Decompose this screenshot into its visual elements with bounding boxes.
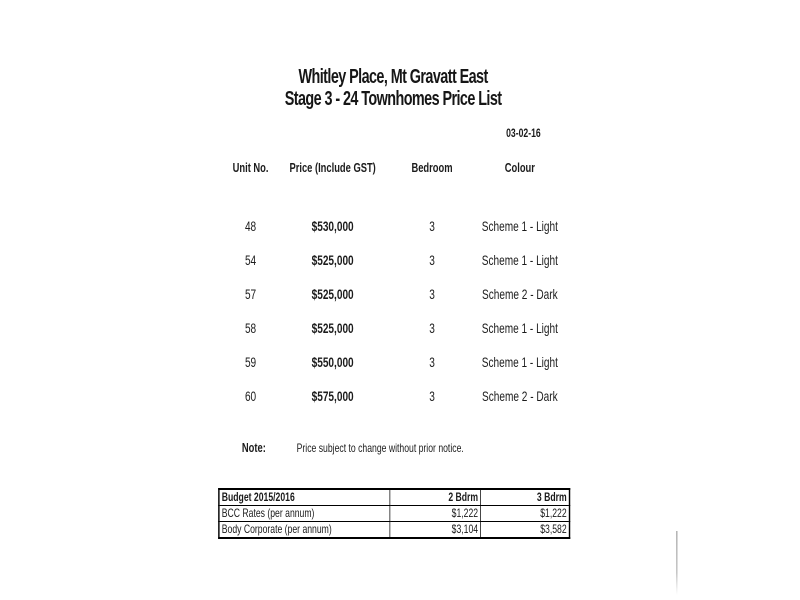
budget-row-label: Body Corporate (per annum): [218, 521, 391, 539]
unit-number: 60: [244, 388, 257, 404]
page-title-line2: Stage 3 - 24 Townhomes Price List: [284, 88, 502, 110]
unit-price: $530,000: [311, 218, 354, 234]
unit-price: $525,000: [311, 252, 354, 268]
table-row: 48 $530,000 3 Scheme 1 - Light: [0, 217, 800, 235]
budget-col-2bdrm: 2 Bdrm: [389, 488, 481, 506]
unit-number: 59: [244, 354, 257, 370]
unit-number: 48: [244, 218, 257, 234]
budget-row-label: BCC Rates (per annum): [218, 505, 391, 522]
budget-title: Budget 2015/2016: [218, 488, 391, 506]
table-row: 54 $525,000 3 Scheme 1 - Light: [0, 251, 800, 269]
note-label: Note:: [241, 440, 266, 455]
unit-bedrooms: 3: [429, 286, 435, 302]
table-row: 59 $550,000 3 Scheme 1 - Light: [0, 353, 800, 371]
column-header-unit: Unit No.: [232, 160, 269, 175]
unit-colour: Scheme 2 - Dark: [482, 388, 558, 404]
unit-colour: Scheme 1 - Light: [481, 252, 558, 268]
column-header-colour: Colour: [504, 160, 535, 175]
column-header-price: Price (Include GST): [289, 160, 376, 175]
unit-colour: Scheme 1 - Light: [481, 354, 558, 370]
unit-bedrooms: 3: [429, 388, 435, 404]
unit-bedrooms: 3: [429, 354, 435, 370]
note-text: Price subject to change without prior no…: [296, 441, 464, 455]
unit-bedrooms: 3: [429, 218, 435, 234]
budget-value: $3,582: [480, 521, 570, 539]
unit-number: 54: [244, 252, 257, 268]
unit-bedrooms: 3: [429, 320, 435, 336]
table-row: 57 $525,000 3 Scheme 2 - Dark: [0, 285, 800, 303]
column-header-bedroom: Bedroom: [411, 160, 453, 175]
unit-price: $525,000: [311, 320, 354, 336]
page-title-line1: Whitley Place, Mt Gravatt East: [298, 66, 489, 88]
unit-price: $575,000: [311, 388, 354, 404]
unit-price: $525,000: [311, 286, 354, 302]
budget-value: $3,104: [389, 521, 481, 539]
note-row: Note: Price subject to change without pr…: [0, 440, 800, 458]
unit-colour: Scheme 1 - Light: [481, 218, 558, 234]
budget-table: Budget 2015/2016 2 Bdrm 3 Bdrm BCC Rates…: [218, 488, 571, 539]
unit-price: $550,000: [311, 354, 354, 370]
budget-row-bcc-rates: BCC Rates (per annum) $1,222 $1,222: [218, 505, 570, 522]
budget-value: $1,222: [480, 505, 570, 522]
budget-row-body-corporate: Body Corporate (per annum) $3,104 $3,582: [218, 521, 570, 539]
budget-col-3bdrm: 3 Bdrm: [480, 488, 570, 506]
table-row: 60 $575,000 3 Scheme 2 - Dark: [0, 387, 800, 405]
page-title: Whitley Place, Mt Gravatt East Stage 3 -…: [0, 66, 786, 110]
scan-crease-line: [676, 531, 678, 595]
budget-header-row: Budget 2015/2016 2 Bdrm 3 Bdrm: [218, 488, 570, 506]
table-row: 58 $525,000 3 Scheme 1 - Light: [0, 319, 800, 337]
document-date: 03-02-16: [506, 126, 541, 140]
unit-number: 57: [244, 286, 257, 302]
unit-colour: Scheme 1 - Light: [481, 320, 558, 336]
budget-value: $1,222: [389, 505, 481, 522]
price-list-header-row: Unit No. Price (Include GST) Bedroom Col…: [0, 159, 800, 177]
unit-bedrooms: 3: [429, 252, 435, 268]
unit-colour: Scheme 2 - Dark: [482, 286, 558, 302]
unit-number: 58: [244, 320, 257, 336]
